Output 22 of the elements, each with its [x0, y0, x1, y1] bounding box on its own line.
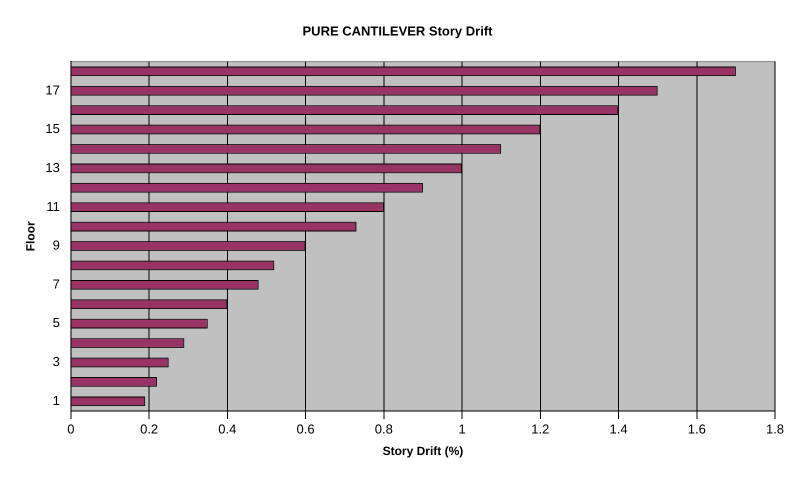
x-tick-label: 0.8: [374, 421, 393, 436]
x-tick-label: 1.4: [609, 421, 628, 436]
x-tick-label: 0.2: [140, 421, 158, 436]
x-tick-label: 1.6: [688, 421, 706, 436]
x-tick-label: 0.4: [218, 421, 236, 436]
y-tick-label: 1: [52, 392, 60, 408]
y-tick-label: 7: [52, 276, 60, 292]
y-tick-label: 15: [45, 121, 60, 136]
y-tick-label: 11: [46, 198, 60, 214]
y-tick-label: 17: [45, 82, 60, 98]
x-tick-label: 1.2: [531, 421, 550, 436]
y-tick-label: 3: [52, 354, 60, 370]
chart-title: PURE CANTILEVER Story Drift: [302, 23, 494, 38]
x-tick-label: 0.6: [296, 421, 315, 436]
x-axis-title: Story Drift (%): [382, 444, 464, 458]
x-tick-label: 1: [458, 421, 466, 436]
y-tick-label: 13: [45, 160, 60, 175]
y-tick-label: 5: [52, 315, 60, 330]
y-axis-title: Floor: [24, 220, 38, 252]
y-tick-label: 9: [52, 238, 60, 253]
x-tick-label: 1.8: [766, 421, 784, 436]
x-tick-label: 0: [67, 421, 74, 436]
